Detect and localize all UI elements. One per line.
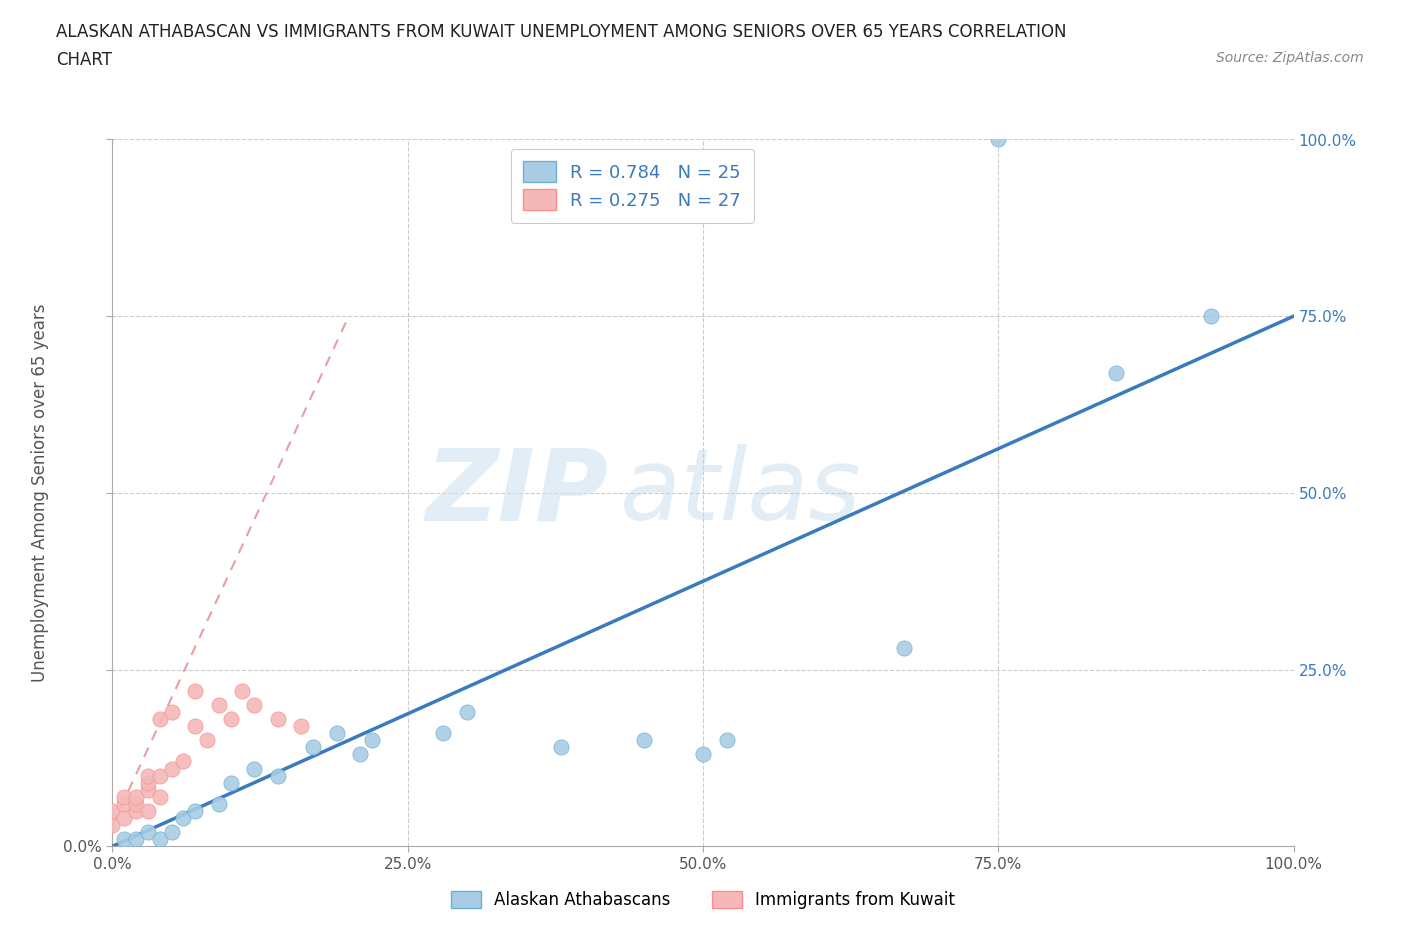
Point	[149, 790, 172, 804]
Point	[243, 698, 266, 712]
Point	[101, 804, 124, 818]
Point	[893, 641, 915, 656]
Point	[267, 768, 290, 783]
Point	[633, 733, 655, 748]
Point	[136, 804, 159, 818]
Point	[136, 825, 159, 840]
Point	[456, 705, 478, 720]
Point	[125, 790, 148, 804]
Point	[101, 817, 124, 832]
Point	[716, 733, 738, 748]
Text: ZIP: ZIP	[426, 445, 609, 541]
Point	[136, 776, 159, 790]
Point	[243, 761, 266, 776]
Point	[184, 804, 207, 818]
Point	[302, 740, 325, 755]
Point	[184, 684, 207, 698]
Point	[112, 796, 135, 811]
Point	[432, 725, 454, 740]
Point	[1105, 365, 1128, 380]
Point	[172, 754, 194, 769]
Y-axis label: Unemployment Among Seniors over 65 years: Unemployment Among Seniors over 65 years	[31, 304, 49, 682]
Point	[550, 740, 572, 755]
Point	[692, 747, 714, 762]
Point	[184, 719, 207, 734]
Legend: Alaskan Athabascans, Immigrants from Kuwait: Alaskan Athabascans, Immigrants from Kuw…	[443, 883, 963, 917]
Point	[160, 825, 183, 840]
Text: atlas: atlas	[620, 445, 862, 541]
Text: ALASKAN ATHABASCAN VS IMMIGRANTS FROM KUWAIT UNEMPLOYMENT AMONG SENIORS OVER 65 : ALASKAN ATHABASCAN VS IMMIGRANTS FROM KU…	[56, 23, 1067, 41]
Point	[172, 811, 194, 826]
Point	[112, 831, 135, 846]
Point	[208, 796, 231, 811]
Point	[149, 711, 172, 726]
Point	[361, 733, 384, 748]
Point	[125, 804, 148, 818]
Point	[136, 782, 159, 797]
Point	[231, 684, 253, 698]
Point	[160, 705, 183, 720]
Point	[219, 776, 242, 790]
Point	[1199, 309, 1222, 324]
Point	[326, 725, 349, 740]
Point	[125, 796, 148, 811]
Point	[149, 768, 172, 783]
Point	[290, 719, 312, 734]
Point	[219, 711, 242, 726]
Point	[112, 790, 135, 804]
Point	[125, 831, 148, 846]
Point	[112, 811, 135, 826]
Point	[149, 831, 172, 846]
Legend: R = 0.784   N = 25, R = 0.275   N = 27: R = 0.784 N = 25, R = 0.275 N = 27	[510, 149, 754, 223]
Point	[208, 698, 231, 712]
Point	[195, 733, 218, 748]
Point	[160, 761, 183, 776]
Point	[267, 711, 290, 726]
Point	[136, 768, 159, 783]
Text: Source: ZipAtlas.com: Source: ZipAtlas.com	[1216, 51, 1364, 65]
Point	[349, 747, 371, 762]
Point	[987, 132, 1010, 147]
Text: CHART: CHART	[56, 51, 112, 69]
